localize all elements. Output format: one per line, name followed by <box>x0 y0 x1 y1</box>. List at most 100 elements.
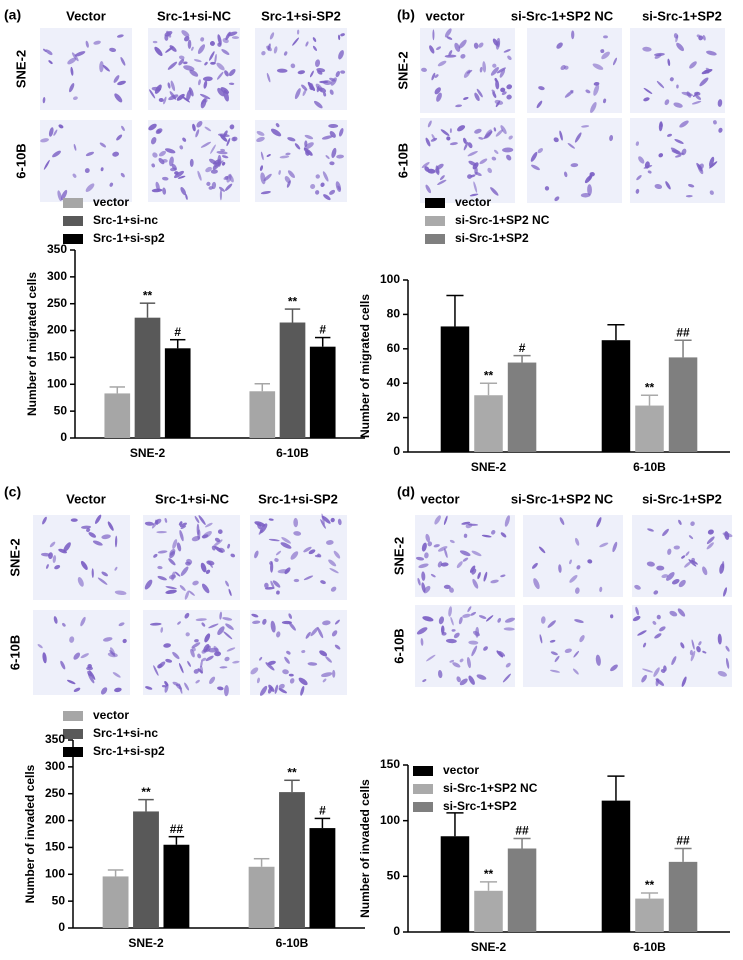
cell <box>267 686 273 694</box>
cell <box>154 84 162 94</box>
micrograph <box>420 28 515 113</box>
cell <box>482 61 487 73</box>
cell <box>287 137 296 142</box>
cell <box>312 45 317 52</box>
cell <box>109 647 116 655</box>
cell <box>217 529 223 534</box>
legend-swatch <box>63 711 83 721</box>
cell <box>315 190 320 195</box>
image-row-label: SNE-2 <box>395 51 410 89</box>
cell <box>224 656 230 662</box>
cell <box>268 518 274 521</box>
cell <box>461 521 471 525</box>
cell <box>593 81 600 86</box>
cell <box>492 91 497 98</box>
significance-label: ** <box>143 288 153 302</box>
cell <box>178 663 184 674</box>
bar <box>249 391 276 438</box>
cell <box>87 670 92 677</box>
cell <box>154 46 163 57</box>
cell <box>547 620 556 628</box>
cell <box>500 125 507 135</box>
cell <box>307 662 318 666</box>
cell <box>228 588 232 597</box>
cell <box>301 84 308 91</box>
cell <box>653 590 659 595</box>
bar <box>601 340 631 452</box>
cell <box>274 684 279 694</box>
cell <box>549 639 556 643</box>
cell <box>500 87 506 93</box>
cell <box>43 159 50 170</box>
cell <box>107 521 114 531</box>
cell <box>266 72 271 83</box>
cell <box>483 131 493 140</box>
cell <box>250 667 259 675</box>
cell <box>298 677 308 686</box>
cell <box>425 184 432 194</box>
cell <box>321 515 331 524</box>
cell <box>174 170 184 179</box>
cell <box>333 550 341 559</box>
y-tick-label: 0 <box>58 920 65 934</box>
bar <box>309 346 336 438</box>
bar <box>279 792 305 928</box>
cell <box>691 639 695 650</box>
legend-label: si-Src-1+SP2 NC <box>455 213 550 227</box>
cell <box>574 132 582 143</box>
cell <box>478 42 484 48</box>
cell <box>688 559 697 567</box>
cell <box>303 142 314 150</box>
cell <box>151 163 156 168</box>
cell <box>169 45 177 52</box>
cell <box>449 587 454 593</box>
cell <box>185 193 188 200</box>
cell <box>536 100 543 109</box>
cell <box>320 519 326 529</box>
cell <box>643 97 650 102</box>
cell <box>179 145 184 150</box>
x-tick-label: 6-10B <box>633 460 666 474</box>
cell <box>217 87 225 97</box>
cell <box>468 640 479 645</box>
cell <box>221 155 229 159</box>
cell <box>330 517 335 523</box>
cell <box>440 625 445 635</box>
cell <box>698 641 702 646</box>
cell <box>443 584 451 589</box>
cell <box>297 70 306 75</box>
cell <box>636 175 642 181</box>
micrograph <box>255 28 347 110</box>
cell <box>458 39 467 49</box>
image-column-header: Src-1+si-NC <box>155 491 230 506</box>
cell <box>462 557 469 562</box>
cell <box>187 660 191 667</box>
cell <box>164 518 168 523</box>
cell <box>185 561 191 566</box>
cell <box>231 136 238 142</box>
cell <box>451 629 456 632</box>
micrograph-bg <box>143 515 240 600</box>
cell <box>63 542 71 553</box>
cell <box>224 685 229 697</box>
image-column-header: si-Src-1+SP2 NC <box>511 491 614 506</box>
cell <box>559 517 565 526</box>
micrograph <box>250 513 347 600</box>
cell <box>421 67 427 72</box>
cell <box>198 79 201 86</box>
cell <box>91 568 94 578</box>
micrograph-bg <box>255 28 347 110</box>
image-row-label: 6-10B <box>7 635 22 670</box>
cell <box>157 550 168 554</box>
cell <box>218 186 225 192</box>
cell <box>300 685 305 696</box>
y-tick-label: 60 <box>387 341 401 355</box>
cell <box>448 606 453 617</box>
cell <box>45 49 53 56</box>
cell <box>415 556 425 561</box>
y-tick-label: 200 <box>47 323 67 337</box>
cell <box>226 173 232 183</box>
cell <box>689 61 697 69</box>
cell <box>719 563 725 574</box>
cell <box>718 127 723 133</box>
